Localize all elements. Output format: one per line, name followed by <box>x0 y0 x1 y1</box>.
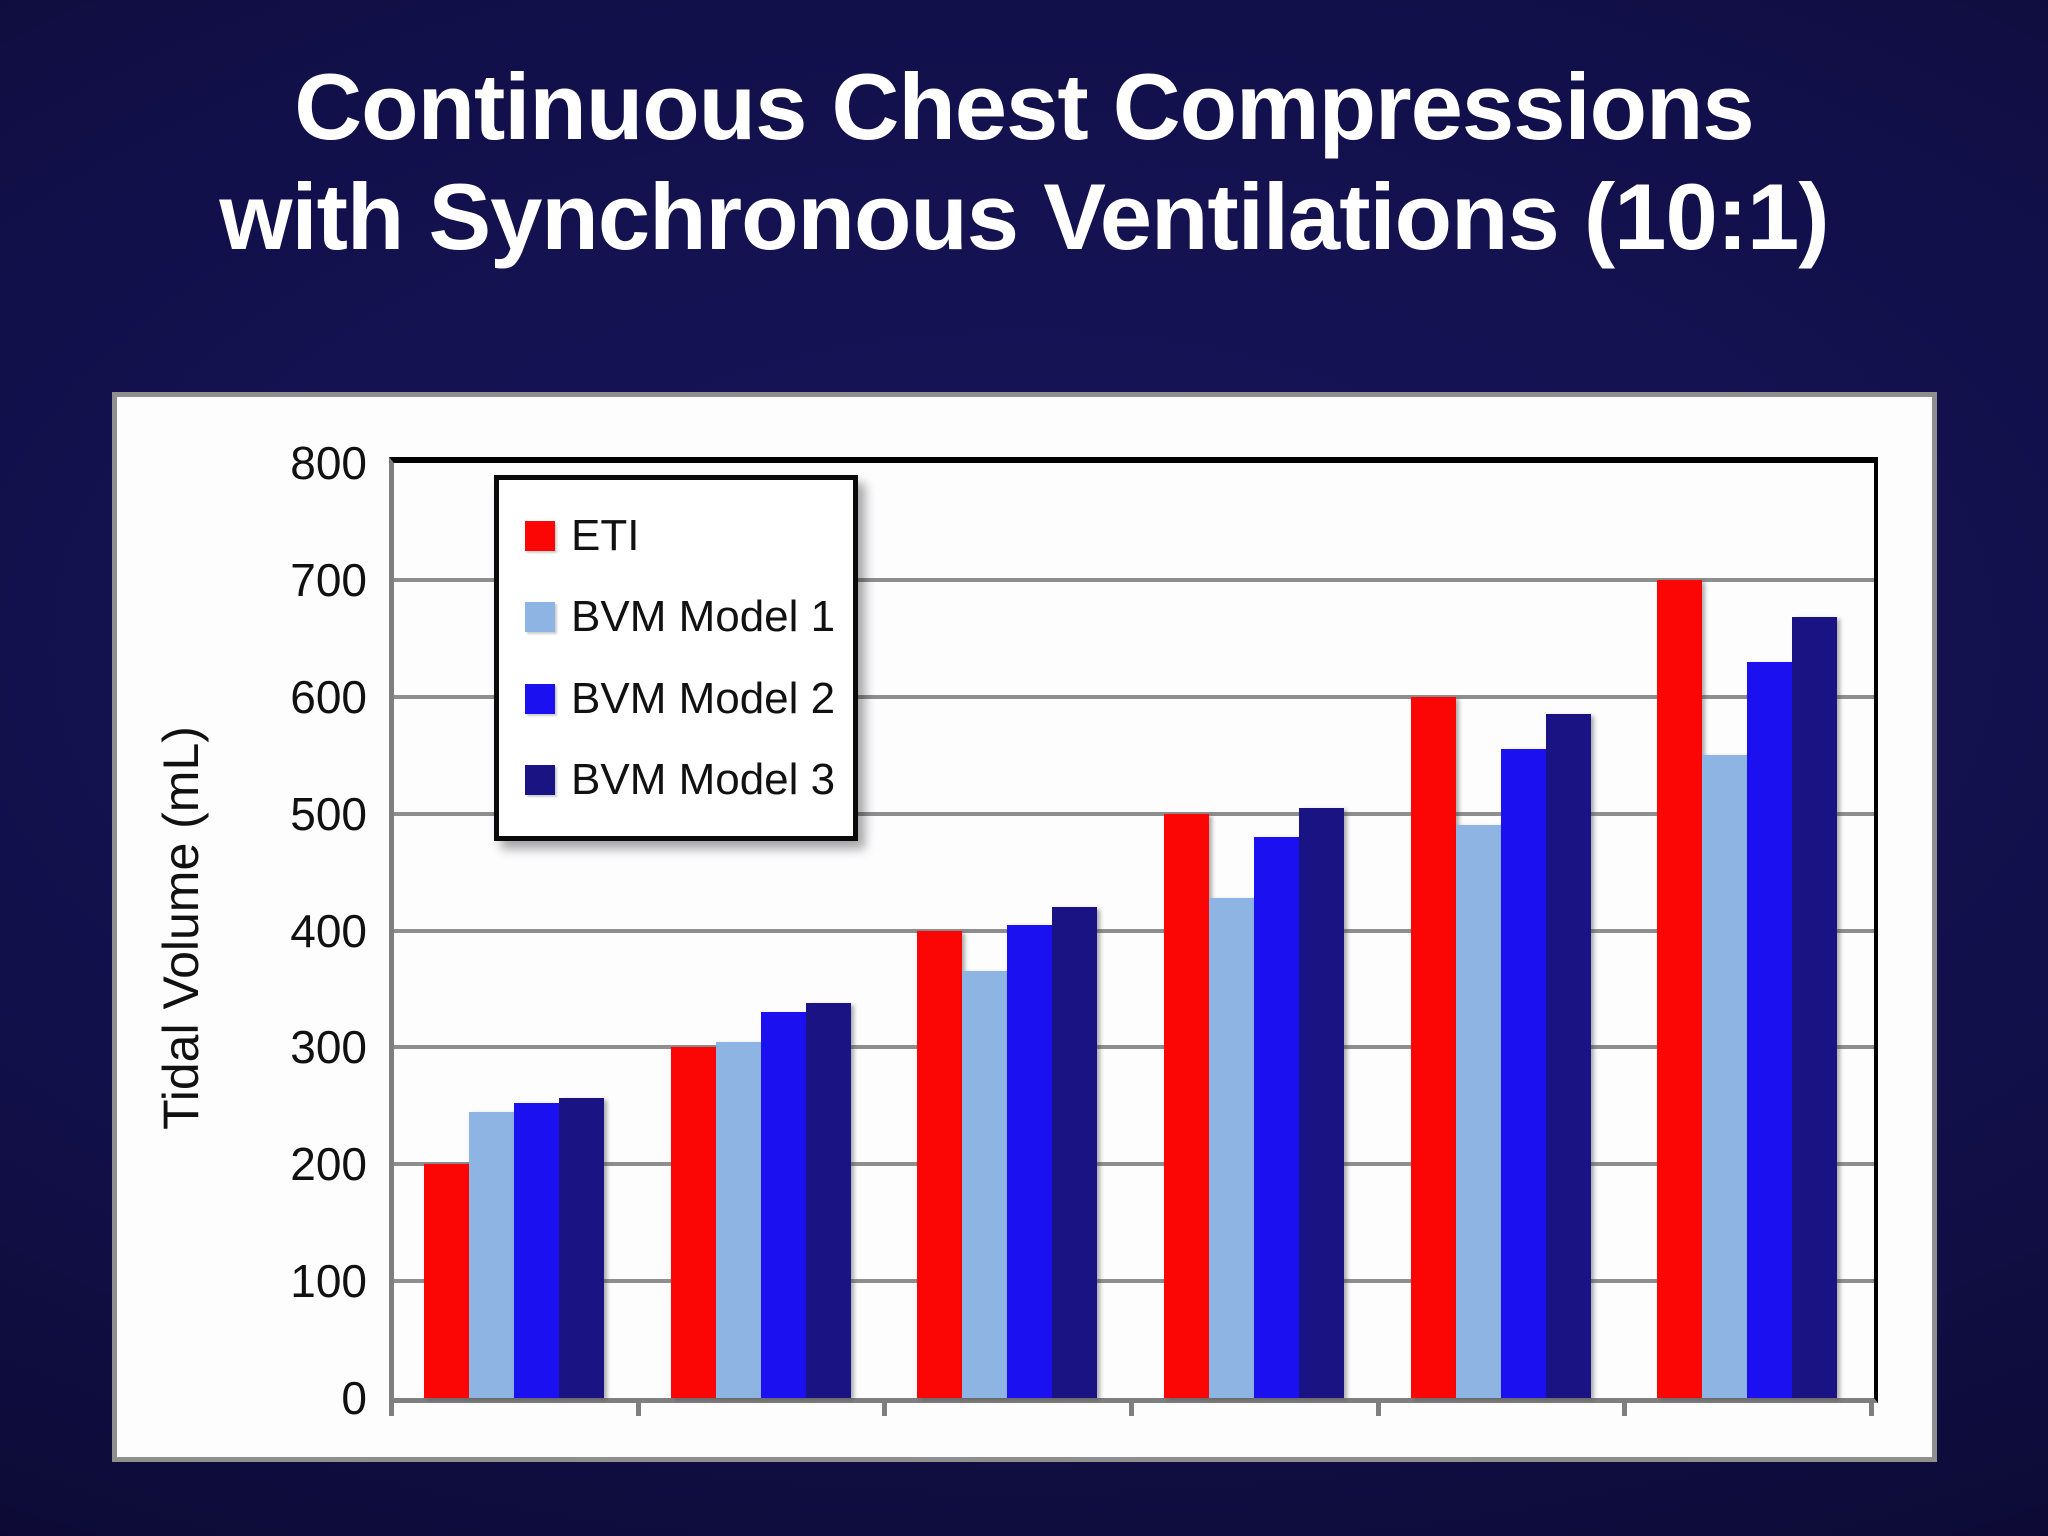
bar-bvm-model-1 <box>962 971 1008 1398</box>
y-tick-label-400: 400 <box>290 905 367 957</box>
x-tick-1 <box>636 1401 641 1416</box>
bar-bvm-model-1 <box>1702 755 1748 1398</box>
legend-label: BVM Model 3 <box>571 754 836 804</box>
bar-eti <box>1410 696 1456 1398</box>
gridline-500 <box>394 811 1874 816</box>
legend-swatch <box>525 521 555 552</box>
bar-eti <box>917 930 963 1398</box>
bar-group-2 <box>641 463 888 1398</box>
legend: ETI BVM Model 1 BVM Model 2 BVM Model 3 <box>494 475 858 841</box>
x-tick-6 <box>1869 1401 1874 1416</box>
x-axis-ticks <box>389 1401 1878 1421</box>
slide-title: Continuous Chest Compressions with Synch… <box>0 52 2048 272</box>
x-tick-3 <box>1129 1401 1134 1416</box>
bar-group-6 <box>1627 463 1874 1398</box>
legend-item-eti: ETI <box>525 511 853 561</box>
bar-bvm-model-2 <box>760 1012 806 1398</box>
bar-groups <box>394 463 1874 1398</box>
gridline-600 <box>394 694 1874 699</box>
slide-title-line2: with Synchronous Ventilations (10:1) <box>219 163 1829 269</box>
plot-area: ETI BVM Model 1 BVM Model 2 BVM Model 3 <box>389 457 1878 1403</box>
bar-eti <box>1164 813 1210 1398</box>
bar-bvm-model-3 <box>1299 807 1345 1398</box>
legend-label: BVM Model 1 <box>571 592 836 642</box>
y-tick-label-200: 200 <box>290 1138 367 1190</box>
bar-bvm-model-1 <box>469 1111 514 1398</box>
bar-eti <box>1657 579 1703 1398</box>
bar-bvm-model-2 <box>514 1103 559 1398</box>
bar-group-5 <box>1381 463 1628 1398</box>
bar-bvm-model-1 <box>715 1041 761 1398</box>
y-tick-label-100: 100 <box>290 1255 367 1307</box>
x-tick-5 <box>1622 1401 1627 1416</box>
x-tick-2 <box>882 1401 887 1416</box>
bar-bvm-model-1 <box>1455 825 1501 1398</box>
bar-group-1 <box>394 463 641 1398</box>
gridline-300 <box>394 1045 1874 1050</box>
bar-bvm-model-3 <box>805 1002 851 1398</box>
bar-bvm-model-3 <box>1052 907 1098 1398</box>
bar-eti <box>670 1047 716 1398</box>
x-tick-0 <box>389 1401 394 1416</box>
bar-bvm-model-3 <box>1792 617 1838 1398</box>
legend-item-bvm-model-1: BVM Model 1 <box>525 592 853 642</box>
y-tick-label-800: 800 <box>290 437 367 489</box>
gridline-700 <box>394 577 1874 582</box>
legend-swatch <box>525 683 555 714</box>
bar-group-4 <box>1134 463 1381 1398</box>
y-tick-label-0: 0 <box>341 1372 367 1424</box>
y-tick-label-700: 700 <box>290 554 367 606</box>
legend-item-bvm-model-3: BVM Model 3 <box>525 755 853 805</box>
bar-bvm-model-2 <box>1500 749 1546 1398</box>
legend-label: BVM Model 2 <box>571 673 836 723</box>
legend-label: ETI <box>571 511 640 561</box>
bar-bvm-model-2 <box>1007 924 1053 1398</box>
legend-swatch <box>525 764 555 795</box>
legend-swatch <box>525 602 555 633</box>
bar-bvm-model-2 <box>1747 661 1793 1398</box>
x-tick-4 <box>1376 1401 1381 1416</box>
bar-group-3 <box>887 463 1134 1398</box>
bar-bvm-model-1 <box>1209 897 1255 1398</box>
y-tick-label-600: 600 <box>290 671 367 723</box>
gridline-400 <box>394 928 1874 933</box>
legend-item-bvm-model-2: BVM Model 2 <box>525 674 853 724</box>
y-axis-tick-labels: 0 100 200 300 400 500 600 700 800 <box>117 437 367 1424</box>
gridline-100 <box>394 1279 1874 1284</box>
y-tick-label-500: 500 <box>290 788 367 840</box>
gridline-200 <box>394 1162 1874 1167</box>
bar-bvm-model-3 <box>559 1097 604 1398</box>
bar-bvm-model-2 <box>1254 837 1300 1398</box>
y-tick-label-300: 300 <box>290 1021 367 1073</box>
chart-panel: Tidal Volume (mL) 0 100 200 300 400 500 600 700… <box>112 392 1937 1462</box>
slide-title-line1: Continuous Chest Compressions <box>294 54 1754 159</box>
bar-eti <box>424 1164 469 1398</box>
bar-bvm-model-3 <box>1545 714 1591 1398</box>
